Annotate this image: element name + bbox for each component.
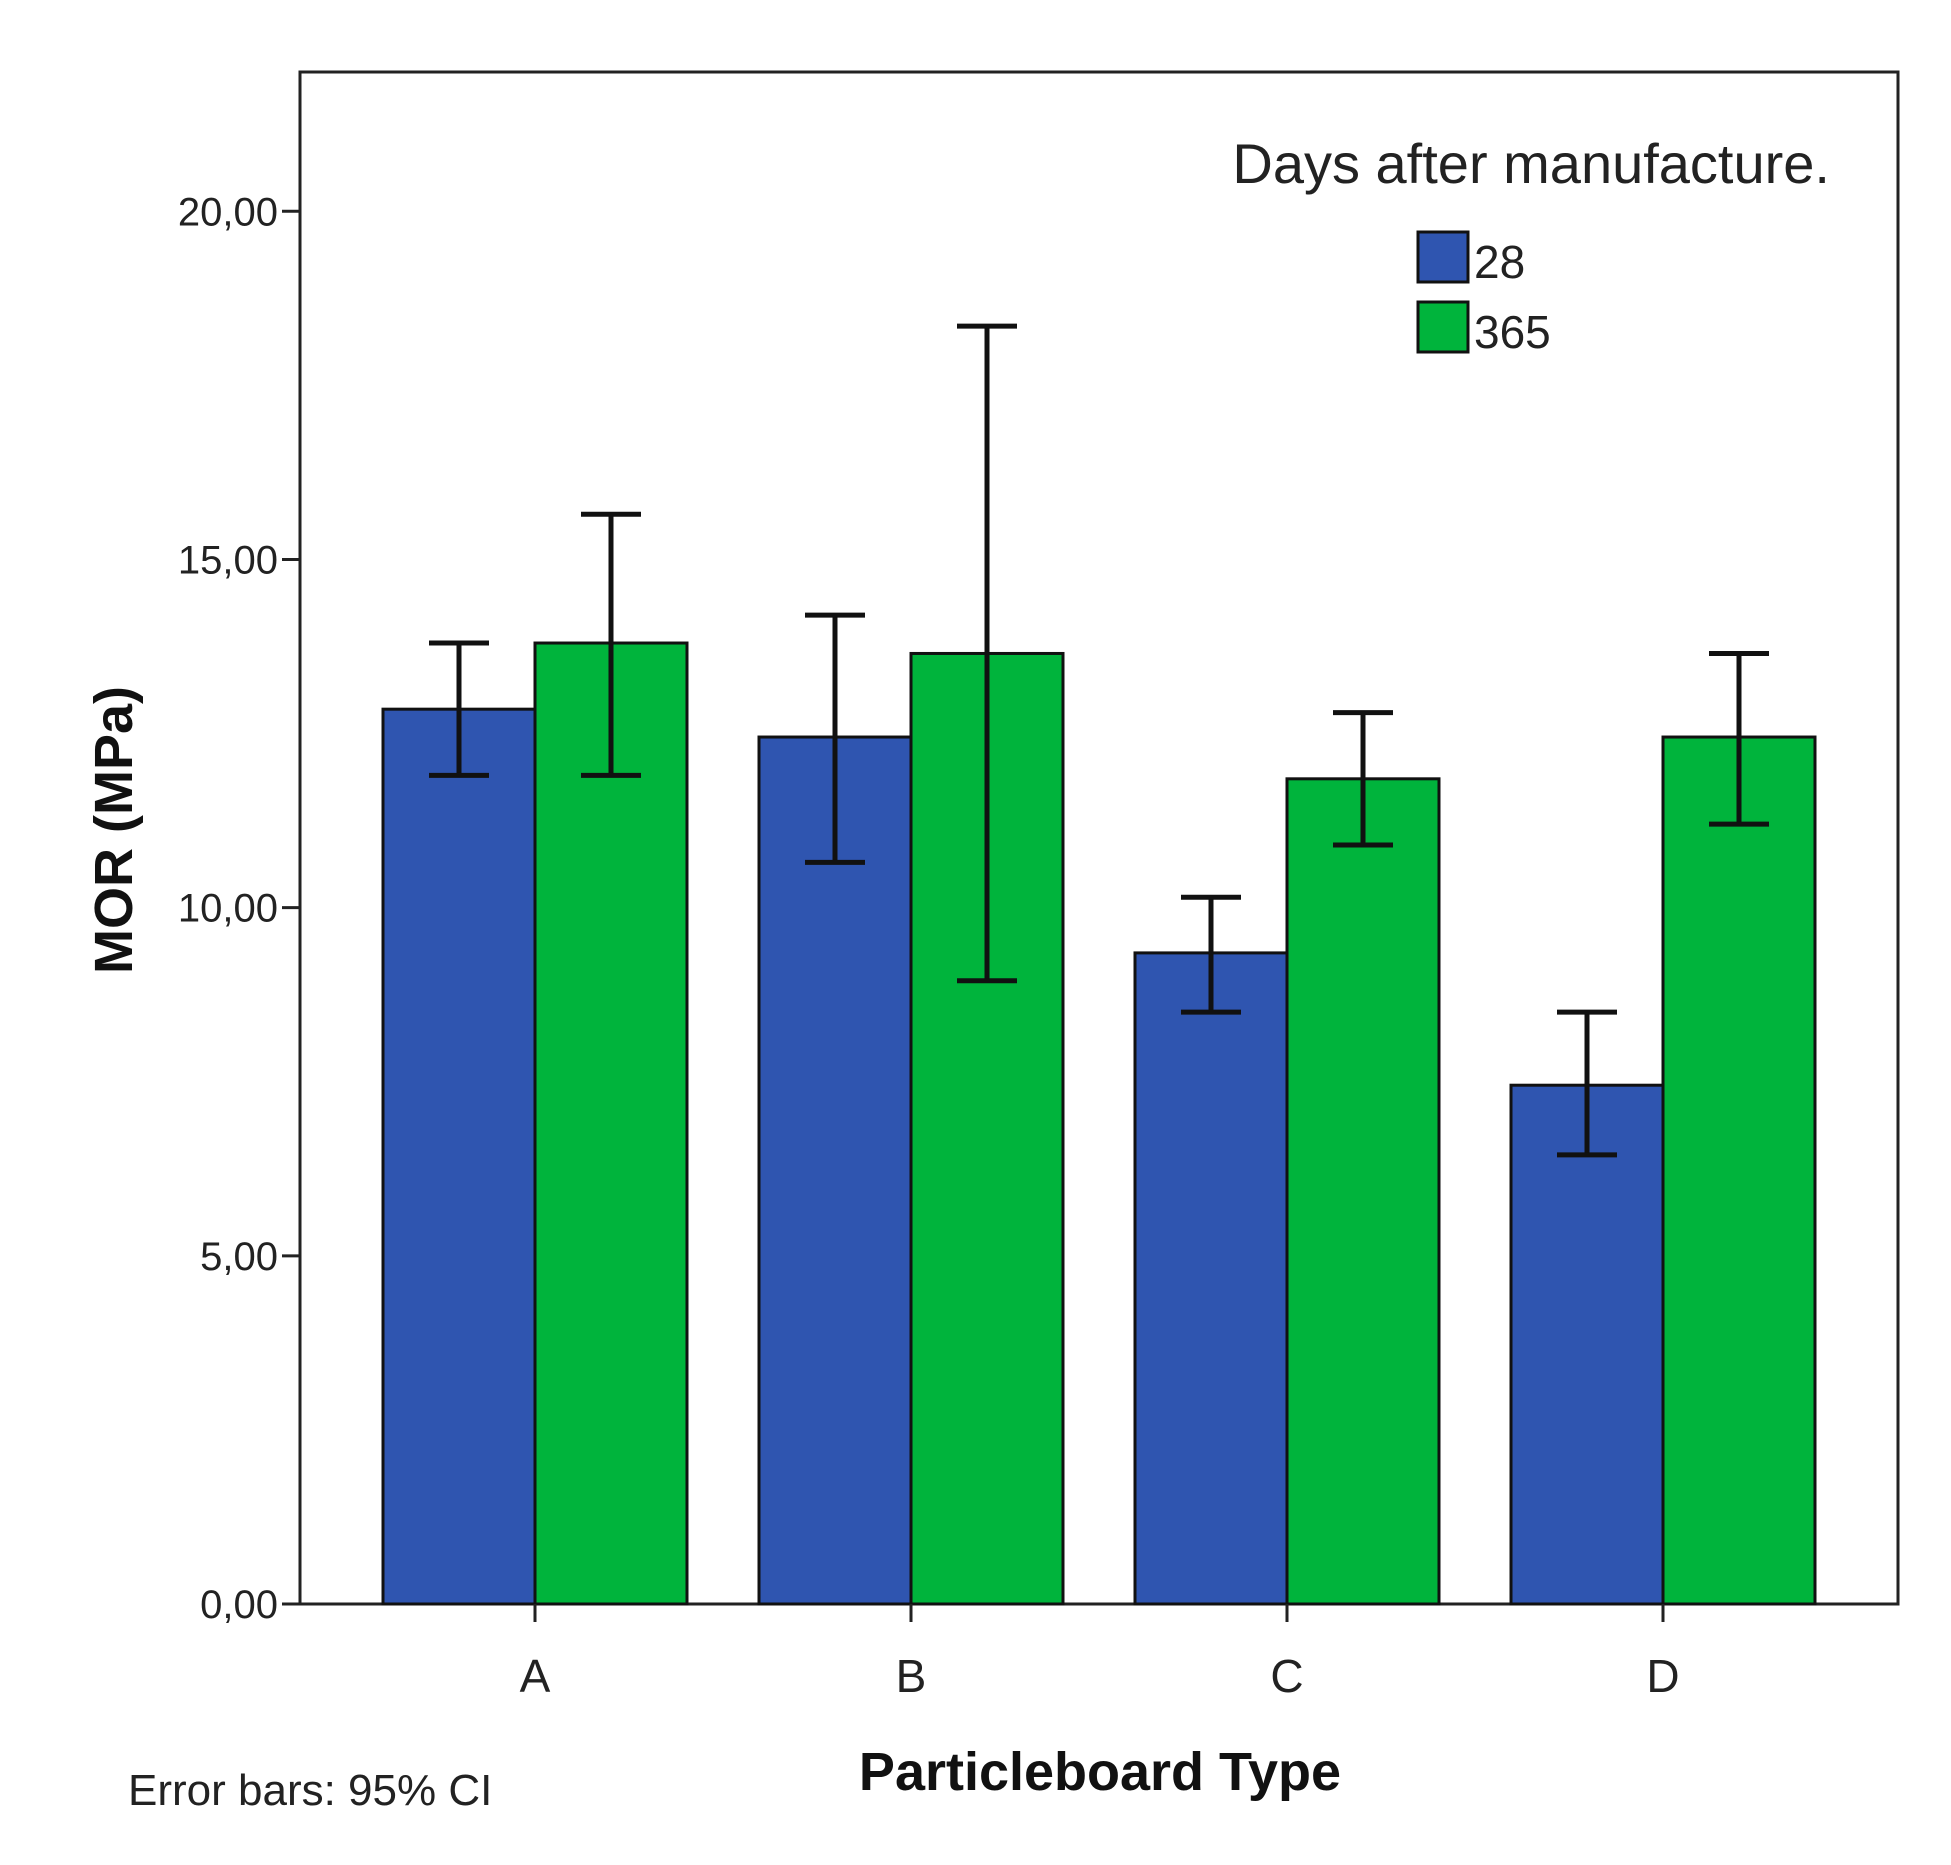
plot-frame: [298, 70, 1900, 1606]
legend-label-28: 28: [1474, 236, 1525, 288]
legend-swatch-28: [1416, 230, 1470, 284]
bar-B-28: [757, 735, 913, 1606]
y-tick-label: 20,00: [178, 190, 278, 234]
error-bars: [429, 323, 1769, 1158]
x-axis-title: Particleboard Type: [859, 1742, 1341, 1802]
legend-label-365: 365: [1474, 306, 1551, 358]
bar-A-28: [381, 707, 537, 1606]
x-tick-label: D: [1646, 1650, 1679, 1702]
y-axis: 0,00 5,00 10,00 15,00 20,00: [178, 190, 300, 1627]
bar-D-28: [1509, 1083, 1665, 1606]
y-axis-title: MOR (MPa): [84, 686, 144, 974]
x-tick-label: B: [896, 1650, 927, 1702]
error-bar-footnote: Error bars: 95% CI: [128, 1766, 492, 1815]
bar-A-365: [533, 641, 689, 1606]
y-tick-label: 0,00: [200, 1583, 278, 1627]
plot-area: [298, 70, 1900, 1606]
x-tick-label: C: [1270, 1650, 1303, 1702]
bar-D-365: [1661, 735, 1817, 1606]
x-axis: A B C D: [520, 1604, 1680, 1702]
y-tick-label: 5,00: [200, 1235, 278, 1279]
bar-C-28: [1133, 951, 1289, 1606]
legend-swatch-365: [1416, 300, 1470, 354]
y-tick-label: 15,00: [178, 538, 278, 582]
bar-C-365: [1285, 777, 1441, 1606]
bars: [381, 641, 1817, 1606]
legend-title: Days after manufacture.: [1232, 132, 1830, 195]
y-tick-label: 10,00: [178, 887, 278, 931]
x-tick-label: A: [520, 1650, 551, 1702]
